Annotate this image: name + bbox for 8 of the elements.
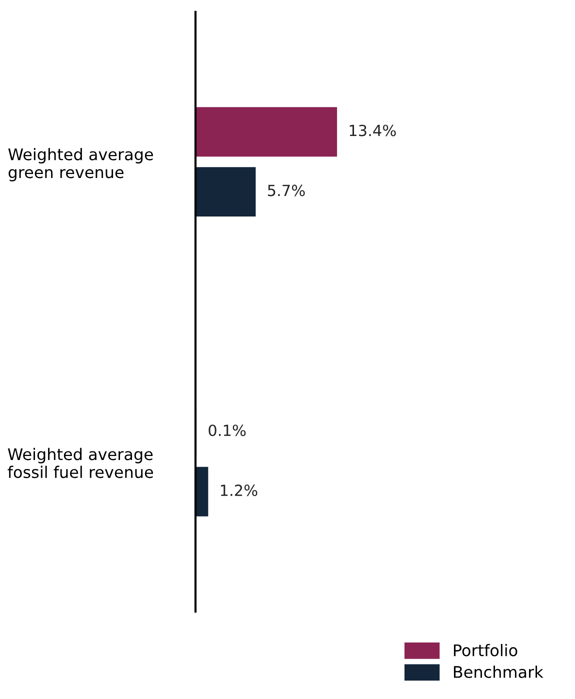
data-label: 13.4% (350, 124, 396, 136)
data-label: 5.7% (268, 184, 305, 196)
data-label: 0.1% (208, 424, 246, 436)
legend-label: Portfolio (454, 644, 518, 656)
y-tick-label: Weighted average green revenue (8, 148, 153, 182)
legend-label: Benchmark (454, 666, 544, 678)
data-label: 1.2% (220, 484, 258, 496)
y-tick-label: Weighted average fossil fuel revenue (8, 448, 153, 478)
